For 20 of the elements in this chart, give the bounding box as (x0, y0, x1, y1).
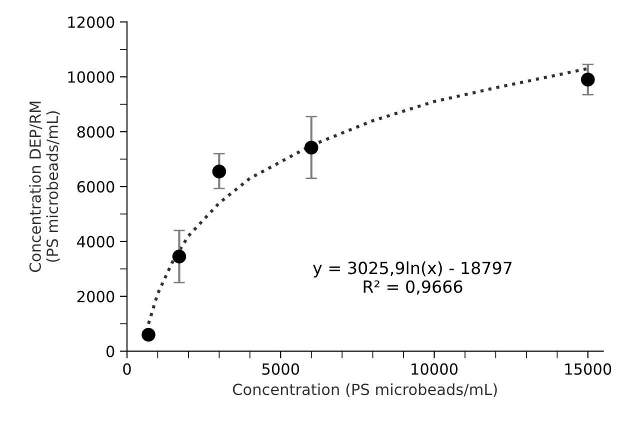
point (142, 328, 156, 342)
point (304, 140, 318, 155)
x-tick-label: 5000 (262, 363, 300, 375)
y-tick-label: 8000 (77, 126, 114, 138)
line-series (146, 67, 590, 326)
y-tick-label: 10000 (68, 71, 114, 83)
x-tick-label: 15000 (565, 363, 612, 375)
point (580, 72, 595, 86)
x-tick-label: 10000 (412, 363, 458, 375)
y-tick-label: 4000 (77, 236, 114, 248)
x-tick-label: 0 (123, 363, 131, 375)
point (172, 250, 186, 264)
y-axis-title: Concentration DEP/RM (PS microbeads/mL) (29, 102, 60, 272)
y-tick-label: 2000 (77, 290, 114, 302)
y-tick-label: 6000 (77, 181, 114, 193)
y-tick-label: 12000 (68, 16, 114, 28)
point (212, 164, 226, 178)
annotation: y = 3025,9ln(x) - 18797 R² = 0,9666 (313, 261, 512, 295)
y-tick-label: 0 (106, 346, 114, 358)
x-axis-title: Concentration (PS microbeads/mL) (232, 383, 497, 397)
